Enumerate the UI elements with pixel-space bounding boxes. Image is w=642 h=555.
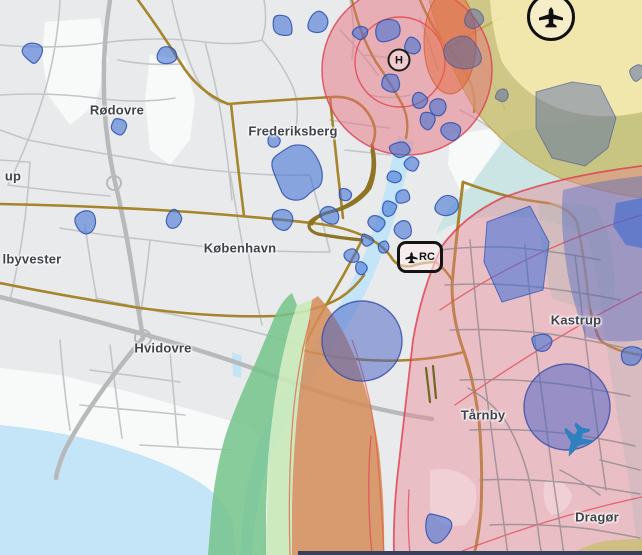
drone-zone-blob[interactable]	[440, 122, 462, 142]
map-label-frederiksberg: Frederiksberg	[248, 123, 338, 139]
airplane-glyph	[539, 7, 563, 28]
drone-zone-blob[interactable]	[523, 363, 611, 451]
drone-zone-blob[interactable]	[411, 91, 429, 109]
drone-zone-blob[interactable]	[429, 98, 447, 117]
drone-zone-blob[interactable]	[404, 36, 422, 55]
map-label-rodovre: Rødovre	[89, 102, 145, 118]
drone-zone-blob[interactable]	[629, 64, 642, 82]
rc-model-flying-icon[interactable]: RC	[397, 241, 443, 273]
helipad-icon[interactable]: H	[387, 48, 411, 72]
drone-zone-blob[interactable]	[307, 10, 329, 34]
drone-zone-blob[interactable]	[367, 214, 386, 233]
drone-zone-blob[interactable]	[443, 35, 482, 70]
drone-zone-blob[interactable]	[395, 189, 411, 204]
drone-zone-blob[interactable]	[381, 200, 398, 217]
drone-zone-blob[interactable]	[110, 118, 128, 136]
drone-zone-blob[interactable]	[403, 156, 420, 172]
drone-zone-blob[interactable]	[343, 248, 360, 263]
rc-plane-glyph	[405, 251, 418, 263]
drone-zone-blob[interactable]	[351, 25, 369, 41]
drone-zone-blob[interactable]	[434, 194, 460, 217]
drone-zone-blob[interactable]	[321, 300, 403, 382]
drone-zone-blob[interactable]	[386, 170, 402, 184]
map-label-kastrup: Kastrup	[550, 312, 602, 328]
drone-zone-blobs[interactable]	[21, 8, 642, 544]
drone-zone-blob[interactable]	[272, 14, 293, 37]
drone-zone-blob[interactable]	[271, 144, 323, 201]
rc-label: RC	[419, 251, 435, 263]
airport-icon[interactable]	[527, 0, 575, 41]
drone-zone-blob[interactable]	[355, 261, 368, 276]
map-label-edge-up: up	[4, 168, 22, 184]
drone-zone-blob[interactable]	[319, 205, 340, 225]
drone-zone-blob[interactable]	[267, 133, 281, 148]
drone-zone-blob[interactable]	[74, 210, 97, 235]
drone-zone-blob[interactable]	[464, 8, 485, 30]
drone-zone-blob[interactable]	[360, 233, 375, 247]
drone-zone-blob[interactable]	[165, 208, 183, 229]
map-label-kobenhavn: København	[203, 240, 277, 256]
drone-zone-blob[interactable]	[375, 18, 401, 43]
drone-zone-blob[interactable]	[338, 187, 353, 202]
drone-zone-blob[interactable]	[381, 73, 401, 93]
drone-zone-blob[interactable]	[388, 141, 411, 159]
map-label-hvidovre: Hvidovre	[134, 340, 192, 356]
map-label-dragor: Dragør	[575, 509, 619, 525]
map-label-tarnby: Tårnby	[460, 407, 506, 423]
drone-zone-blob[interactable]	[419, 111, 436, 131]
jet-icon[interactable]	[553, 421, 597, 465]
drone-zone-blob[interactable]	[620, 346, 642, 366]
drone-zone-blob[interactable]	[393, 220, 413, 240]
drone-zone-blob[interactable]	[156, 46, 178, 65]
drone-zone-blob[interactable]	[494, 88, 509, 103]
drone-zone-blob[interactable]	[377, 240, 390, 254]
helipad-letter: H	[395, 54, 403, 66]
drone-zone-blob[interactable]	[425, 513, 453, 544]
map-label-edge-lbyvester: lbyvester	[2, 251, 62, 267]
drone-zone-blob[interactable]	[531, 333, 553, 352]
drone-zone-blob[interactable]	[271, 208, 294, 232]
drone-zone-blob[interactable]	[21, 42, 44, 64]
